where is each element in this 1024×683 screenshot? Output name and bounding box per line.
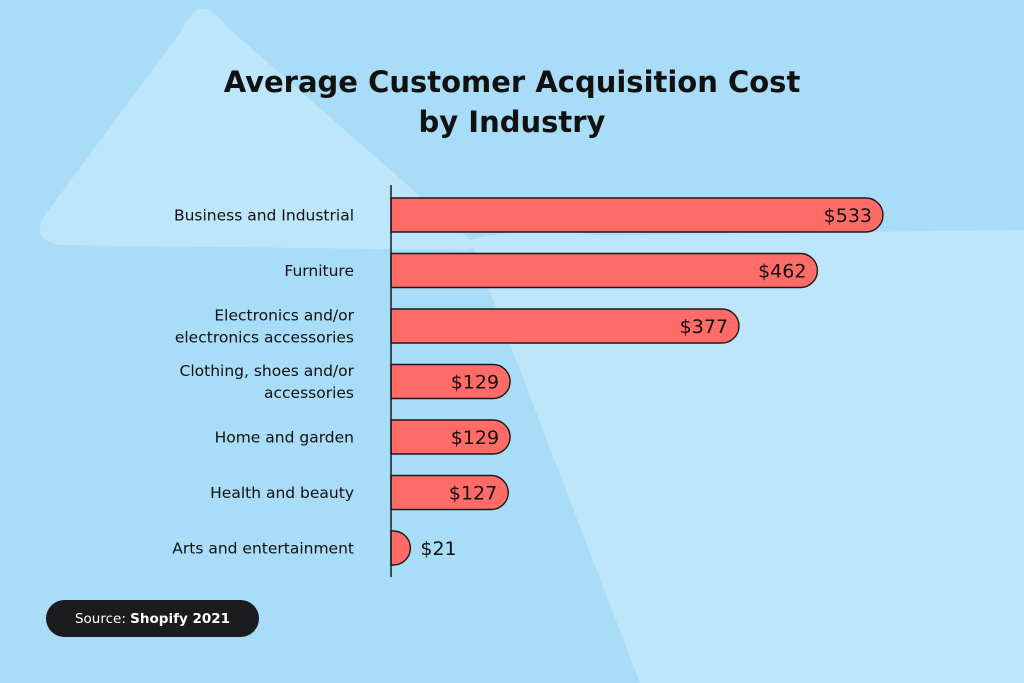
category-label-6: Arts and entertainment bbox=[172, 540, 354, 558]
bar-5 bbox=[390, 474, 509, 511]
category-label-3-line-1: accessories bbox=[264, 384, 354, 402]
chart-title-line-1: Average Customer Acquisition Cost bbox=[223, 65, 801, 99]
value-label-3: $129 bbox=[451, 372, 499, 394]
category-label-6-line-0: Arts and entertainment bbox=[172, 540, 354, 558]
category-label-4: Home and garden bbox=[215, 429, 354, 447]
category-label-2: Electronics and/or electronics accessorie… bbox=[175, 307, 355, 347]
category-label-1-line-0: Furniture bbox=[284, 262, 354, 280]
background-triangle-left bbox=[40, 8, 474, 250]
source-prefix: Source: bbox=[74, 610, 126, 627]
category-label-3: Clothing, shoes and/or accessories bbox=[180, 362, 355, 402]
bar-2 bbox=[390, 308, 740, 344]
value-label-5: $127 bbox=[449, 483, 497, 505]
category-label-0-line-0: Business and Industrial bbox=[174, 207, 354, 225]
category-label-2-line-1: electronics accessories bbox=[175, 329, 354, 347]
value-label-2: $377 bbox=[680, 316, 728, 338]
category-label-3-line-0: Clothing, shoes and/or bbox=[180, 362, 355, 380]
category-label-1: Furniture bbox=[284, 262, 354, 280]
value-label-1: $462 bbox=[758, 261, 806, 283]
bar-1 bbox=[390, 252, 819, 289]
category-label-5-line-0: Health and beauty bbox=[210, 484, 354, 502]
bar-group bbox=[390, 197, 884, 566]
chart-title: Average Customer Acquisition Cost by Ind… bbox=[0, 62, 1024, 142]
value-label-0: $533 bbox=[824, 205, 872, 227]
category-label-2-line-0: Electronics and/or bbox=[214, 307, 354, 325]
value-label-4: $129 bbox=[451, 427, 499, 449]
category-label-group: Business and Industrial Furniture Electron… bbox=[172, 207, 354, 558]
category-label-4-line-0: Home and garden bbox=[215, 429, 354, 447]
chart-title-line-2: by Industry bbox=[418, 105, 606, 139]
bar-6 bbox=[390, 530, 412, 566]
bar-4 bbox=[390, 419, 511, 455]
bar-0 bbox=[390, 197, 884, 233]
source-name: Shopify 2021 bbox=[130, 610, 231, 627]
value-label-6: $21 bbox=[420, 538, 456, 560]
value-label-group: $533 $462 $377 $129 $129 $127 $21 bbox=[420, 205, 872, 560]
category-label-5: Health and beauty bbox=[210, 484, 354, 502]
bar-3 bbox=[390, 363, 511, 400]
category-label-0: Business and Industrial bbox=[174, 207, 354, 225]
source-badge: Source: Shopify 2021 bbox=[46, 600, 259, 637]
